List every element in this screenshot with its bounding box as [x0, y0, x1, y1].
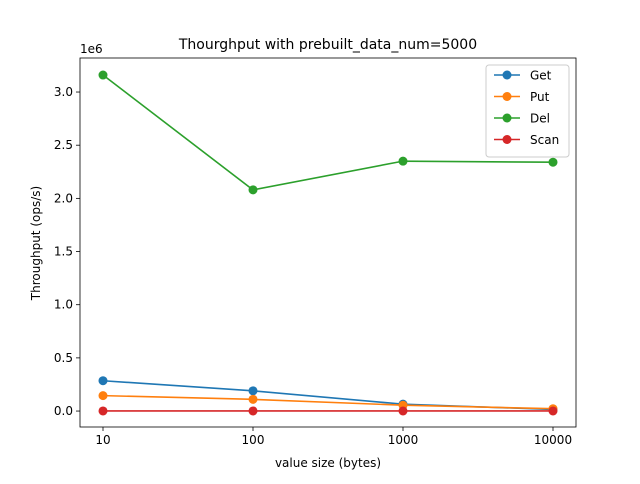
- data-point-del: [248, 185, 258, 195]
- legend: Get Put Del Scan: [485, 64, 570, 158]
- y-axis-offset-label: 1e6: [80, 42, 103, 56]
- x-axis-label: value size (bytes): [275, 456, 381, 470]
- chart-title: Thourghput with prebuilt_data_num=5000: [178, 37, 477, 53]
- plot-frame: [79, 57, 577, 428]
- legend-label-del: Del: [530, 112, 550, 126]
- legend-label-get: Get: [530, 69, 552, 83]
- series-line-put: [102, 394, 554, 410]
- x-tick-label: 10000: [534, 433, 572, 447]
- data-point-get: [248, 386, 258, 396]
- series-line-del: [102, 74, 554, 191]
- data-point-scan: [248, 406, 258, 416]
- data-point-scan: [98, 406, 108, 416]
- data-point-del: [548, 157, 558, 167]
- y-tick-label: 0.5: [54, 351, 73, 365]
- legend-label-put: Put: [530, 90, 550, 104]
- y-tick-label: 2.5: [54, 138, 73, 152]
- x-tick-label: 100: [242, 433, 265, 447]
- y-tick-label: 2.0: [54, 191, 73, 205]
- y-tick-label: 0.0: [54, 404, 73, 418]
- data-point-del: [98, 70, 108, 80]
- plot-area: 10 100 1000 10000 0.0 0.5 1.0 1.5 2.0 2.5 3.0: [54, 57, 577, 447]
- y-tick-label: 1.5: [54, 245, 73, 259]
- x-tick-label: 1000: [388, 433, 419, 447]
- legend-marker-scan: [502, 135, 512, 144]
- x-tick-label: 10: [95, 433, 110, 447]
- data-point-del: [398, 156, 408, 166]
- y-axis-label: Throughput (ops/s): [29, 186, 43, 301]
- data-point-get: [98, 376, 108, 386]
- y-tick-label: 1.0: [54, 298, 73, 312]
- data-point-put: [98, 391, 108, 401]
- data-point-put: [248, 394, 258, 404]
- legend-marker-get: [502, 70, 512, 80]
- data-point-scan: [548, 406, 558, 416]
- y-tick-label: 3.0: [54, 85, 73, 99]
- legend-label-scan: Scan: [530, 133, 559, 147]
- legend-marker-del: [502, 113, 512, 123]
- legend-box: [485, 64, 570, 158]
- legend-marker-put: [502, 92, 512, 101]
- data-point-scan: [398, 406, 408, 416]
